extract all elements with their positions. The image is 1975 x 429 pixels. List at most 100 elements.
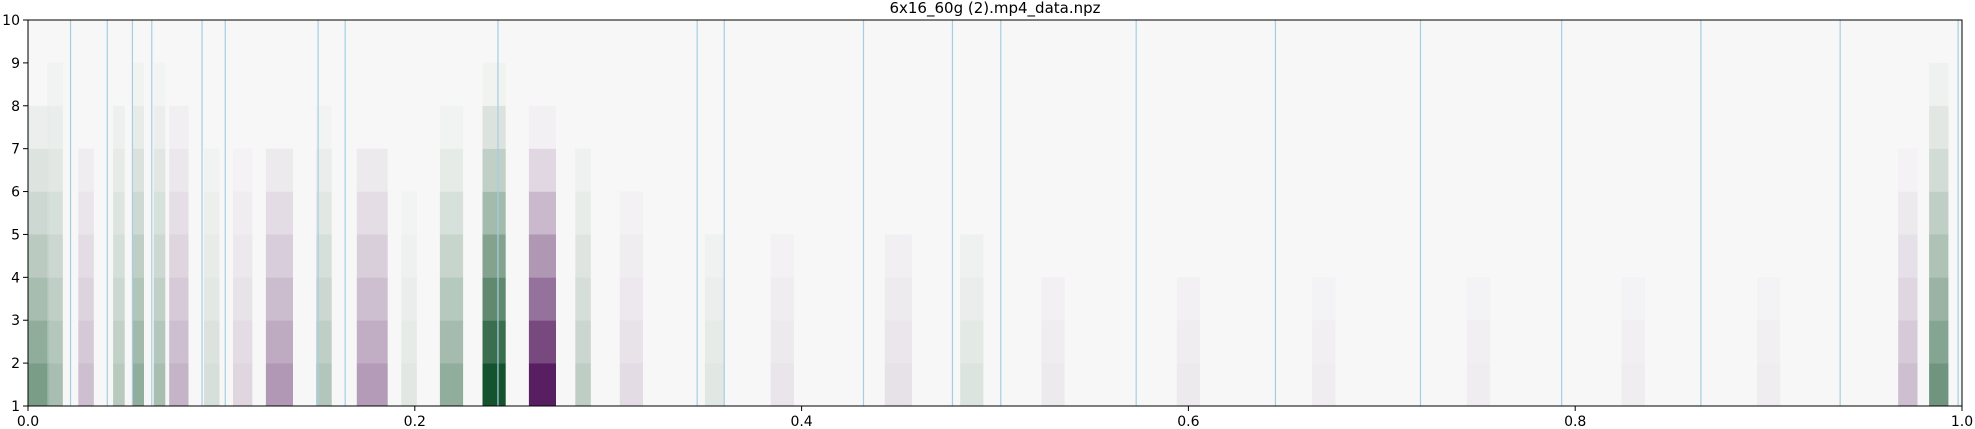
heatmap-cell [153, 363, 166, 406]
heatmap-cell [1929, 234, 1949, 278]
heatmap-cell [1929, 320, 1949, 364]
heatmap-cell [960, 234, 984, 278]
y-tick-label: 6 [11, 185, 20, 201]
heatmap-cell [482, 277, 506, 321]
heatmap-cell [1041, 363, 1065, 406]
heatmap-cell [316, 363, 332, 406]
heatmap-cell [78, 191, 94, 235]
heatmap-cell [316, 320, 332, 364]
heatmap-cell [113, 320, 125, 364]
heatmap-cell [482, 320, 506, 364]
heatmap-cell [528, 148, 556, 192]
heatmap-cell [1621, 320, 1645, 364]
heatmap-cell [439, 191, 464, 235]
heatmap-cell [884, 277, 912, 321]
heatmap-cell [1757, 363, 1781, 406]
heatmap-cell [704, 234, 725, 278]
y-tick-label: 2 [11, 356, 20, 372]
heatmap-cell [770, 320, 794, 364]
heatmap-cell [169, 234, 189, 278]
heatmap-cell [1929, 62, 1949, 106]
heatmap-cell [482, 148, 506, 192]
heatmap-cell [1176, 320, 1200, 364]
heatmap-cell [619, 277, 643, 321]
heatmap-cell [113, 363, 125, 406]
heatmap-cell [439, 277, 464, 321]
plot-frame [27, 19, 1963, 407]
heatmap-cell [153, 234, 166, 278]
heatmap-cell [1898, 363, 1918, 406]
heatmap-cells [28, 62, 1949, 406]
heatmap-cell [1466, 363, 1491, 406]
heatmap-cell [1041, 320, 1065, 364]
heatmap-cell [28, 320, 50, 364]
heatmap-cell [401, 277, 417, 321]
heatmap-cell [619, 363, 643, 406]
heatmap-cell [1041, 277, 1065, 321]
heatmap-cell [113, 234, 125, 278]
heatmap-cell [528, 277, 556, 321]
heatmap-cell [169, 277, 189, 321]
heatmap-cell [1929, 363, 1949, 406]
heatmap-cell [233, 320, 253, 364]
heatmap-cell [233, 148, 253, 192]
heatmap-cell [265, 234, 293, 278]
y-axis: 1 2 3 4 5 6 7 8 9 10 [2, 13, 28, 415]
heatmap-cell [132, 234, 144, 278]
heatmap-cell [153, 105, 166, 149]
heatmap-cell [528, 363, 556, 406]
heatmap-cell [233, 234, 253, 278]
heatmap-cell [204, 148, 220, 192]
heatmap-cell [1176, 363, 1200, 406]
heatmap-cell [169, 191, 189, 235]
heatmap-cell [770, 277, 794, 321]
y-tick-label: 10 [2, 13, 20, 29]
y-tick-label: 9 [11, 56, 20, 72]
heatmap-cell [482, 62, 506, 106]
heatmap-cell [113, 191, 125, 235]
heatmap-cell [1898, 148, 1918, 192]
y-tick-label: 4 [11, 270, 20, 286]
heatmap-cell [132, 148, 144, 192]
heatmap-cell [528, 105, 556, 149]
heatmap-cell [1757, 277, 1781, 321]
heatmap-cell [1312, 363, 1336, 406]
heatmap-cell [619, 191, 643, 235]
heatmap-cell [132, 277, 144, 321]
heatmap-cell [1466, 277, 1491, 321]
heatmap-cell [704, 320, 725, 364]
heatmap-cell [1621, 363, 1645, 406]
heatmap-cell [233, 363, 253, 406]
heatmap-cell [28, 234, 50, 278]
heatmap-cell [884, 320, 912, 364]
heatmap-cell [47, 234, 63, 278]
heatmap-cell [884, 234, 912, 278]
heatmap-cell [575, 320, 591, 364]
heatmap-cell [47, 148, 63, 192]
x-axis: 0.0 0.2 0.4 0.6 0.8 1.0 [17, 406, 1973, 429]
heatmap-cell [704, 277, 725, 321]
heatmap-cell [153, 277, 166, 321]
heatmap-cell [265, 191, 293, 235]
heatmap-cell [1466, 320, 1491, 364]
x-tick-label: 0.8 [1564, 414, 1586, 429]
heatmap-cell [204, 191, 220, 235]
heatmap-cell [28, 105, 50, 149]
heatmap-cell [153, 191, 166, 235]
heatmap-cell [132, 62, 144, 106]
heatmap-cell [575, 148, 591, 192]
heatmap-cell [528, 320, 556, 364]
heatmap-cell [1898, 191, 1918, 235]
heatmap-cell [356, 363, 388, 406]
heatmap-cell [356, 148, 388, 192]
heatmap-cell [1929, 277, 1949, 321]
marker-lines [28, 20, 1959, 406]
heatmap-cell [439, 363, 464, 406]
heatmap-cell [575, 191, 591, 235]
heatmap-cell [78, 148, 94, 192]
heatmap-cell [482, 105, 506, 149]
heatmap-cell [704, 363, 725, 406]
heatmap-cell [1898, 320, 1918, 364]
heatmap-cell [316, 234, 332, 278]
heatmap-cell [356, 277, 388, 321]
